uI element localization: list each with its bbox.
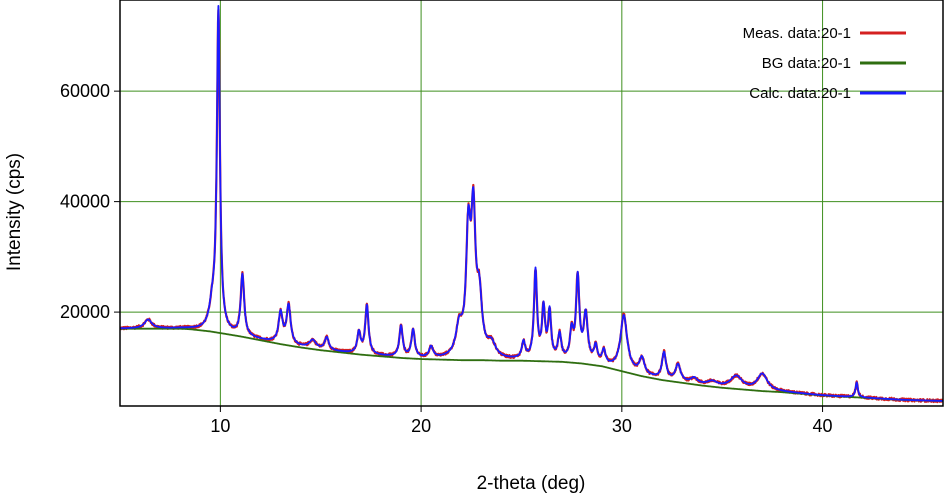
series-line-3	[120, 5, 943, 402]
tick-layer: 10 20 30 40 20000 40000 60000	[60, 81, 833, 436]
y-tick-label: 60000	[60, 81, 110, 101]
legend-label: Meas. data:20-1	[743, 25, 851, 42]
x-axis-title: 2-theta (deg)	[477, 473, 586, 494]
plot-frame	[119, 0, 944, 407]
x-tick-label: 30	[612, 416, 632, 436]
x-tick-label: 20	[411, 416, 431, 436]
x-tick-label: 10	[210, 416, 230, 436]
y-tick-label: 40000	[60, 192, 110, 212]
legend-label: BG data:20-1	[762, 55, 851, 72]
series-layer	[120, 5, 943, 404]
x-tick-label: 40	[813, 416, 833, 436]
y-axis-title: Intensity (cps)	[4, 153, 25, 271]
y-tick-label: 20000	[60, 302, 110, 322]
legend-label: Calc. data:20-1	[749, 85, 851, 102]
legend: Meas. data:20-1 BG data:20-1 Calc. data:20…	[743, 25, 906, 102]
